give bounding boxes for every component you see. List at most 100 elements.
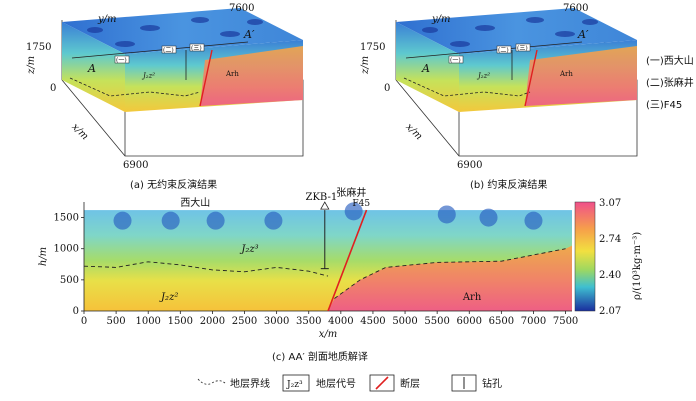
panel-a-caption: (a) 无约束反演结果 [130, 178, 217, 191]
panel-b-label-A-prime: A′ [577, 28, 589, 41]
panel-a-label-A: A [87, 62, 96, 75]
x-tick-label: 1000 [135, 316, 160, 327]
x-tick-label: 2000 [200, 316, 225, 327]
panel-a-y-axis-label: y/m [97, 14, 117, 25]
arh-zone [328, 245, 572, 311]
x-tick-label: 5500 [424, 316, 449, 327]
colorbar [574, 201, 596, 312]
fault-legend-icon [375, 376, 389, 390]
legend-item-3: (三)F45 [646, 100, 682, 111]
panel-b-low-density-blobs [422, 17, 598, 47]
low-density-blob [113, 211, 132, 230]
low-density-blob [437, 205, 456, 224]
panel-b-marker-1-box [448, 55, 464, 64]
y-tick-label: 0 [73, 306, 79, 317]
unit-upper-label: J₂z³ [239, 244, 258, 255]
panel-c: 0 500 1000 1500 2000 2500 3000 3500 4000 4500 5000… [38, 186, 643, 363]
x-tick-label: 7500 [553, 316, 578, 327]
panel-a-z-axis-label: z/m [26, 56, 37, 75]
panel-a-x-axis-label: x/m [69, 122, 90, 143]
x-tick-label: 7000 [521, 316, 546, 327]
legend-code: 地层代号 [316, 377, 356, 390]
panel-b-unit-arh: Arh [559, 70, 573, 78]
legend-item-1: (一)西大山 [646, 54, 694, 67]
panel-a-low-density-blobs [87, 17, 263, 47]
panel-b-fault-line [524, 49, 538, 107]
section-plot: 0 500 1000 1500 2000 2500 3000 3500 4000 4500 5000… [38, 186, 578, 340]
x-tick-label: 500 [107, 316, 126, 327]
panel-b-marker-3: (三) [517, 45, 528, 52]
panel-a-marker-1-box [114, 55, 130, 64]
legend-boundary: 地层界线 [230, 377, 270, 390]
panel-b-section-line [405, 41, 583, 59]
x-tick-label: 5000 [392, 316, 417, 327]
panel-a-unit-arh: Arh [225, 70, 239, 78]
x-tick-label: 1500 [168, 316, 193, 327]
stratum-boundary-lower [334, 248, 566, 299]
panel-a-marker-2: (二) [163, 47, 174, 54]
x-tick-label: 4000 [328, 316, 353, 327]
fault-legend-box [369, 374, 395, 392]
well-label: ZKB-1 [306, 192, 338, 203]
panel-a-x-tick: 6900 [123, 160, 148, 171]
legend-item-2: (二)张麻井 [646, 76, 694, 89]
panel-b-unit-j: J₂z² [476, 72, 490, 80]
panel-a-z-zero: 0 [50, 83, 56, 94]
y-tick-label: 1500 [54, 213, 79, 224]
panel-a-marker-2-box [161, 45, 177, 54]
panel-a-arh-zone [200, 46, 303, 106]
colorbar-tick-min: 2.07 [599, 306, 621, 317]
colorbar-tick-2: 2.74 [599, 234, 621, 245]
panel-a-y-tick: 7600 [229, 3, 254, 14]
bottom-legend: 地层界线 J₂z³ 地层代号 断层 钻孔 [197, 374, 502, 392]
legend-drill: 钻孔 [482, 377, 502, 390]
panel-b-y-axis-label: y/m [431, 14, 451, 25]
panel-a-section-line [71, 41, 249, 59]
panel-a-z-top: 1750 [26, 42, 51, 53]
colorbar-tick-max: 3.07 [599, 198, 621, 209]
panel-b-marker-2-box [496, 45, 512, 54]
panel-b-x-axis-label: x/m [403, 122, 424, 143]
x-tick-label: 2500 [232, 316, 257, 327]
panel-c-caption: (c) AA′ 剖面地质解译 [272, 350, 368, 363]
panel-a: (一) (二) (三) y/m 7600 1750 0 z/m x/m 6900… [26, 3, 304, 191]
hill-label: 西大山 [180, 196, 210, 209]
low-density-blob [161, 211, 180, 230]
panel-b-front-face [396, 22, 459, 112]
panel-a-marker-1: (一) [116, 57, 127, 64]
panel-a-unit-j: J₂z² [141, 72, 155, 80]
panel-b-marker-1: (一) [450, 57, 461, 64]
code-legend-box [282, 374, 310, 392]
low-density-blob [479, 208, 498, 227]
panel-a-fault-line [199, 49, 213, 107]
colorbar-label: ρ/(10³kg·m⁻³) [632, 232, 643, 300]
panel-a-label-A-prime: A′ [243, 28, 255, 41]
boundary-legend-icon [197, 378, 227, 385]
borehole-marker [320, 201, 330, 210]
panel-b-marker-3-box [515, 43, 531, 52]
panel-b-z-top: 1750 [360, 42, 385, 53]
unit-lower-label: J₂z² [159, 292, 178, 303]
panel-b: (一) (二) (三) y/m 7600 1750 0 z/m x/m 6900… [360, 3, 638, 191]
panel-b-x-tick: 6900 [457, 160, 482, 171]
unit-arh-label: Arh [462, 292, 482, 303]
panel-a-marker-3: (三) [191, 45, 202, 52]
x-tick-label: 0 [81, 316, 87, 327]
x-tick-label: 6500 [489, 316, 514, 327]
y-tick-label: 500 [60, 275, 79, 286]
y-axis-label: h/m [38, 247, 49, 266]
panel-a-marker-3-box [189, 43, 205, 52]
colorbar-tick-3: 2.40 [599, 270, 621, 281]
fault-f45-line [327, 209, 368, 312]
drill-legend-box [451, 374, 477, 392]
low-density-blob [524, 211, 543, 230]
x-tick-label: 3000 [264, 316, 289, 327]
legend-code-symbol: J₂z³ [286, 380, 303, 390]
x-tick-label: 3500 [296, 316, 321, 327]
x-axis-label: x/m [319, 329, 338, 340]
marker-legend: (一)西大山 (二)张麻井 (三)F45 [646, 54, 694, 111]
panel-b-label-A: A [421, 62, 430, 75]
panel-b-z-zero: 0 [384, 83, 390, 94]
panel-b-y-tick: 7600 [563, 3, 588, 14]
